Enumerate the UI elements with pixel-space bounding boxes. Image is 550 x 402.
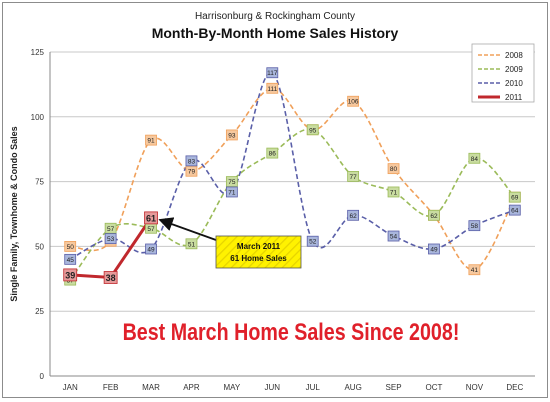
data-label-2011: 38: [106, 273, 116, 283]
data-point-2010: [185, 155, 198, 167]
data-label-2010: 53: [107, 236, 115, 243]
data-point-2010: [347, 209, 360, 221]
y-tick-label: 100: [31, 113, 45, 122]
x-tick-label: SEP: [386, 383, 402, 392]
chart-frame: Harrisonburg & Rockingham County Month-B…: [2, 2, 548, 398]
x-tick-label: OCT: [426, 383, 443, 392]
data-point-2010: [145, 243, 157, 255]
data-point-2009: [185, 238, 198, 250]
data-label-2009: 69: [511, 195, 519, 202]
banner-text: Best March Home Sales Since 2008!: [123, 318, 460, 345]
data-label-2010: 58: [471, 223, 479, 230]
data-label-2008: 111: [267, 86, 277, 93]
data-label-2009: 62: [430, 213, 438, 220]
legend-label-2011: 2011: [505, 93, 523, 102]
legend-label-2008: 2008: [505, 51, 523, 60]
data-label-2010: 64: [511, 208, 519, 215]
data-label-2010: 83: [188, 158, 196, 165]
data-label-2010: 71: [228, 189, 236, 196]
x-tick-label: FEB: [103, 383, 119, 392]
data-point-2010: [468, 220, 481, 232]
data-point-2011: [144, 211, 158, 225]
data-label-2008: 79: [188, 169, 196, 176]
data-point-2009: [306, 124, 319, 136]
data-label-2009: 57: [147, 226, 155, 233]
data-point-2009: [266, 147, 279, 159]
data-label-2008: 41: [471, 267, 479, 274]
annotation-line2: 61 Home Sales: [230, 254, 287, 263]
y-tick-label: 125: [31, 48, 45, 57]
chart-subtitle: Harrisonburg & Rockingham County: [195, 11, 355, 22]
data-point-2010: [64, 253, 77, 265]
x-tick-label: AUG: [344, 383, 361, 392]
annotation-line1: March 2011: [237, 242, 281, 251]
data-label-2010: 45: [67, 257, 75, 264]
data-label-2008: 106: [348, 99, 359, 106]
y-axis-label: Single Family, Townhome & Condo Sales: [9, 126, 19, 301]
y-tick-label: 0: [40, 372, 45, 381]
sales-chart: Harrisonburg & Rockingham County Month-B…: [9, 11, 535, 392]
data-point-2009: [347, 171, 360, 182]
data-point-2008: [266, 82, 279, 94]
data-label-2010: 49: [147, 246, 155, 253]
data-point-2008: [468, 264, 481, 276]
x-tick-label: MAY: [224, 383, 241, 392]
data-label-2008: 91: [147, 138, 155, 145]
data-point-2010: [225, 186, 238, 198]
data-label-2011: 39: [65, 270, 75, 280]
legend-label-2009: 2009: [505, 65, 523, 74]
chart-title: Month-By-Month Home Sales History: [152, 25, 399, 41]
annotation-arrow: [158, 217, 217, 241]
data-point-2010: [266, 67, 279, 79]
data-label-2009: 86: [269, 151, 277, 158]
data-point-2010: [508, 204, 521, 216]
data-label-2010: 54: [390, 234, 398, 241]
data-point-2010: [428, 243, 440, 255]
data-point-2008: [225, 129, 238, 141]
y-tick-label: 25: [35, 307, 44, 316]
data-label-2010: 52: [309, 239, 317, 246]
data-label-2010: 62: [350, 213, 358, 220]
data-label-2009: 84: [471, 156, 479, 163]
y-tick-label: 75: [35, 178, 44, 187]
x-tick-label: DEC: [506, 383, 523, 392]
data-label-2010: 117: [267, 70, 278, 77]
y-tick-label: 50: [35, 242, 44, 251]
data-point-2009: [387, 186, 400, 198]
x-tick-label: APR: [183, 383, 200, 392]
annotation-box: [215, 235, 302, 269]
data-label-2009: 77: [350, 174, 358, 181]
x-tick-label: MAR: [142, 383, 160, 392]
data-label-2009: 75: [228, 179, 236, 186]
data-point-2010: [306, 235, 319, 247]
data-label-2009: 71: [390, 189, 398, 196]
data-point-2009: [428, 209, 440, 221]
data-label-2008: 93: [228, 132, 236, 139]
x-tick-label: JAN: [63, 383, 78, 392]
data-point-2009: [468, 152, 481, 164]
data-point-2009: [508, 191, 521, 203]
data-label-2009: 51: [188, 241, 196, 248]
data-point-2010: [387, 230, 400, 242]
data-label-2011: 61: [146, 213, 156, 223]
data-label-2009: 95: [309, 127, 317, 134]
legend-box: [471, 43, 535, 103]
data-label-2010: 49: [430, 246, 438, 253]
series-line-2008: [70, 87, 516, 271]
data-point-2011: [103, 271, 118, 284]
data-point-2008: [387, 163, 400, 175]
data-point-2010: [104, 233, 117, 245]
data-label-2009: 57: [107, 226, 115, 233]
data-label-2008: 80: [390, 166, 398, 173]
data-point-2008: [64, 240, 77, 252]
x-tick-label: NOV: [466, 383, 484, 392]
data-point-2008: [347, 95, 360, 107]
series-line-2010: [69, 71, 516, 261]
data-label-2008: 50: [67, 244, 75, 251]
data-point-2008: [145, 134, 157, 146]
x-tick-label: JUL: [306, 383, 321, 392]
data-point-2011: [63, 268, 78, 282]
x-tick-label: JUN: [265, 383, 281, 392]
legend-label-2010: 2010: [505, 79, 523, 88]
